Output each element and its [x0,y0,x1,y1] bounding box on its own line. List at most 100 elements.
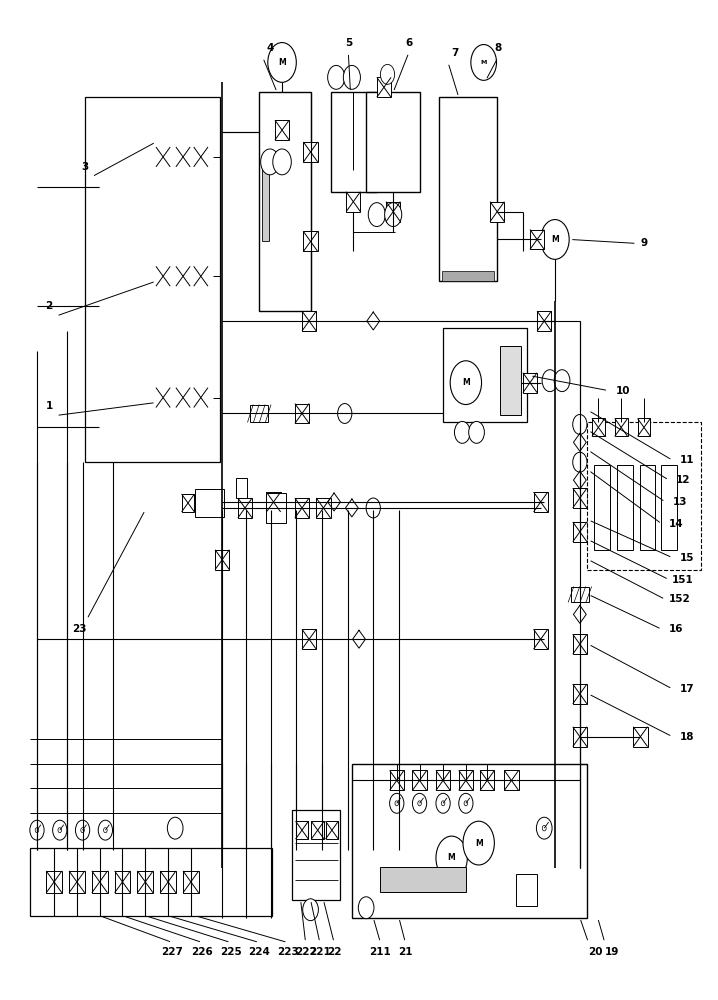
Bar [330,92,377,192]
Circle shape [381,64,395,84]
Circle shape [436,793,450,813]
Bar [436,770,450,790]
Circle shape [395,801,398,806]
Bar [295,498,309,518]
Bar [504,770,518,790]
Bar [638,418,651,436]
Bar [156,147,170,167]
Bar [195,489,223,517]
Bar [215,550,229,570]
Bar [615,418,628,436]
Bar [366,92,419,192]
Circle shape [412,793,426,813]
Bar [194,147,208,167]
Bar [259,92,311,311]
Bar [592,418,605,436]
Text: 1: 1 [45,401,52,411]
Bar [537,311,551,331]
Circle shape [469,421,485,443]
Bar [346,192,360,212]
Text: 3: 3 [81,162,88,172]
Text: 223: 223 [277,947,299,957]
Circle shape [358,897,374,919]
Bar [85,97,220,462]
Bar [633,727,648,747]
Bar [160,871,176,893]
Bar [92,871,108,893]
Bar [442,271,495,281]
Text: 11: 11 [679,455,694,465]
Circle shape [471,45,497,80]
Bar [302,311,316,331]
Circle shape [542,370,558,392]
Bar [594,465,610,550]
Bar [194,388,208,408]
Text: 6: 6 [405,38,413,48]
Bar [251,405,268,422]
Text: 21: 21 [398,947,413,957]
Circle shape [327,65,345,89]
Bar [325,821,338,839]
Circle shape [30,820,44,840]
Text: 14: 14 [668,519,684,529]
Bar [99,107,213,212]
Circle shape [167,817,183,839]
Text: 152: 152 [668,594,691,604]
Text: 225: 225 [220,947,242,957]
Bar [533,629,548,649]
Circle shape [268,43,297,82]
Text: 19: 19 [605,947,619,957]
Bar [238,498,252,518]
Text: M: M [475,839,482,848]
Text: 211: 211 [370,947,391,957]
Text: M: M [551,235,559,244]
Text: 226: 226 [192,947,213,957]
Bar [295,404,309,423]
Circle shape [75,820,90,840]
Bar [194,266,208,286]
Circle shape [385,203,402,227]
Text: M: M [462,378,470,387]
Circle shape [35,828,39,833]
Bar [316,498,330,518]
Text: 2: 2 [45,301,52,311]
Bar [236,478,247,498]
Circle shape [454,421,470,443]
Bar [661,465,677,550]
Bar [352,764,587,918]
Text: 18: 18 [679,732,694,742]
Circle shape [81,828,84,833]
Text: 222: 222 [294,947,317,957]
Bar [302,629,316,649]
Bar [156,266,170,286]
Bar [533,492,548,512]
Bar [137,871,153,893]
Text: 5: 5 [345,38,352,48]
Bar [106,411,149,444]
Bar [490,202,504,222]
Bar [106,234,149,286]
Bar [386,202,401,222]
Bar [115,871,130,893]
Bar [500,346,521,415]
Circle shape [390,793,404,813]
Bar [275,120,289,140]
Text: 151: 151 [672,575,694,585]
Text: 7: 7 [452,47,459,57]
Bar [443,328,527,422]
Bar [640,465,656,550]
Circle shape [436,836,467,880]
Bar [69,871,85,893]
Text: M: M [480,60,487,65]
Bar [573,488,587,508]
Bar [587,422,701,570]
Circle shape [536,817,552,839]
Circle shape [573,452,587,472]
Circle shape [261,149,279,175]
Text: 9: 9 [640,238,648,248]
Bar [99,227,213,331]
Bar [106,171,149,204]
Bar [459,770,473,790]
Circle shape [541,220,569,259]
Text: 224: 224 [248,947,270,957]
